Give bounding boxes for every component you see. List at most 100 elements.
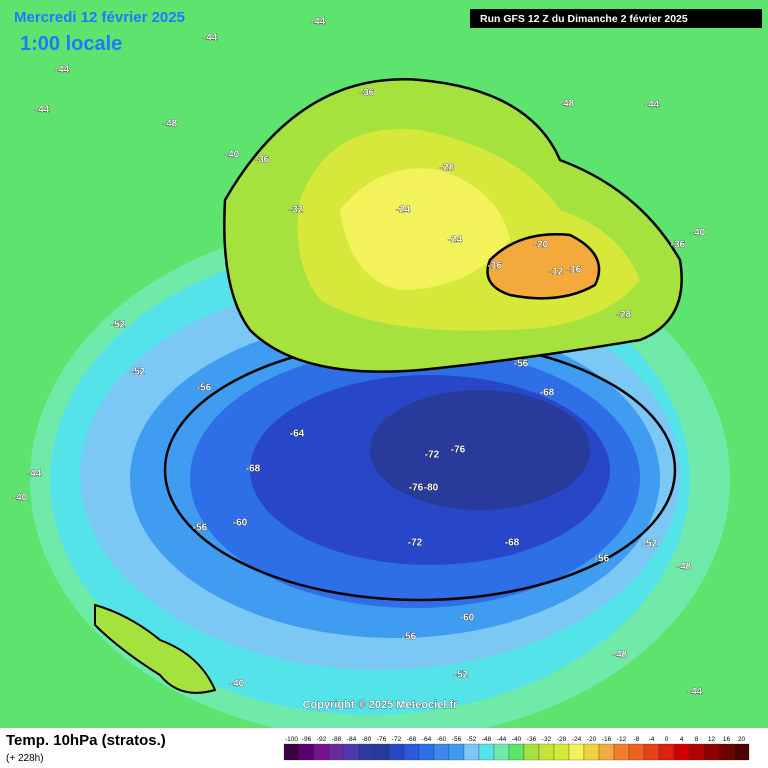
contour-label: -24 <box>396 205 411 216</box>
scale-swatch <box>703 743 720 761</box>
scale-label: -60 <box>437 736 447 743</box>
scale-swatch <box>283 743 300 761</box>
scale-swatch <box>403 743 420 761</box>
scale-label: -56 <box>452 736 462 743</box>
contour-label: -36 <box>255 155 270 166</box>
scale-label: -28 <box>557 736 567 743</box>
contour-label: -36 <box>360 88 375 99</box>
contour-label: -40 <box>13 493 28 504</box>
scale-label: -48 <box>482 736 492 743</box>
scale-swatch <box>358 743 375 761</box>
scale-label: -76 <box>377 736 387 743</box>
contour-label: -80 <box>424 483 439 494</box>
contour-label: -36 <box>671 240 686 251</box>
scale-swatch <box>553 743 570 761</box>
contour-label: -44 <box>311 17 326 28</box>
scale-label: -16 <box>602 736 612 743</box>
contour-label: -60 <box>233 518 248 529</box>
scale-label: -8 <box>634 736 640 743</box>
contour-label: -68 <box>246 464 261 475</box>
scale-swatch <box>388 743 405 761</box>
scale-label: 16 <box>723 736 731 743</box>
contour-label: -44 <box>27 469 42 480</box>
scale-swatch <box>448 743 465 761</box>
footer-lead: (+ 228h) <box>6 753 44 764</box>
contour-label: -20 <box>534 240 549 251</box>
scale-swatch <box>433 743 450 761</box>
scale-swatch <box>538 743 555 761</box>
contour-label: -56 <box>197 383 212 394</box>
contour-label: -32 <box>289 205 304 216</box>
scale-swatch <box>688 743 705 761</box>
contour-label: -28 <box>440 163 455 174</box>
local-time: 1:00 locale <box>20 33 122 55</box>
scale-swatch <box>598 743 615 761</box>
zone-24 <box>340 168 510 290</box>
contour-label: -68 <box>505 538 520 549</box>
zone-16 <box>486 233 601 300</box>
scale-swatch <box>343 743 360 761</box>
run-info: Run GFS 12 Z du Dimanche 2 février 2025 <box>480 13 688 25</box>
contour-label: -44 <box>55 65 70 76</box>
contour-label: -52 <box>643 539 658 550</box>
scale-label: 4 <box>680 736 684 743</box>
scale-swatch <box>718 743 735 761</box>
scale-label: -100 <box>285 736 298 743</box>
scale-label: 12 <box>708 736 716 743</box>
scale-label: 0 <box>665 736 669 743</box>
scale-swatch <box>658 743 675 761</box>
scale-label: -92 <box>317 736 327 743</box>
scale-label: -88 <box>332 736 342 743</box>
contour-label: -40 <box>230 679 245 690</box>
scale-label: -36 <box>527 736 537 743</box>
contour-label: -56 <box>514 359 529 370</box>
contour-labels: -44 -44 -44 -44 -48 -40 -36 -36 -32 -28 -24 -24 -20 -… <box>12 16 706 698</box>
contour-label: -44 <box>35 105 50 116</box>
contour-label: -56 <box>402 632 417 643</box>
scale-swatch <box>418 743 435 761</box>
scale-swatch <box>568 743 585 761</box>
contour-label: -48 <box>163 119 178 130</box>
contour-label: -76 <box>409 483 424 494</box>
scale-swatch <box>478 743 495 761</box>
contour-label: -40 <box>691 228 706 239</box>
contour-label: -28 <box>617 310 632 321</box>
scale-swatch <box>493 743 510 761</box>
contour-label: -68 <box>540 388 555 399</box>
contour-label: -52 <box>111 320 126 331</box>
contour-label: -48 <box>560 99 575 110</box>
scale-swatch <box>298 743 315 761</box>
scale-swatch <box>673 743 690 761</box>
scale-label: -52 <box>467 736 477 743</box>
color-scale: -100 -96 -92 -88 -84 -80 -76 -72 -68 -64 -60 -56 -52… <box>283 736 750 761</box>
contour-label: -16 <box>567 265 582 276</box>
scale-label: -12 <box>617 736 627 743</box>
scale-swatch <box>328 743 345 761</box>
scale-label: -24 <box>572 736 582 743</box>
scale-label: -4 <box>649 736 655 743</box>
contour-label: -56 <box>193 523 208 534</box>
contour-label: -64 <box>290 429 305 440</box>
scale-label: -32 <box>542 736 552 743</box>
scale-swatch <box>628 743 645 761</box>
run-banner <box>470 9 762 28</box>
contour-label: -44 <box>645 100 660 111</box>
scale-swatch <box>733 743 750 761</box>
contour-label: -12 <box>549 267 564 278</box>
contour-label: -48 <box>677 562 692 573</box>
scale-label: -80 <box>362 736 372 743</box>
scale-swatch <box>613 743 630 761</box>
contour-label: -48 <box>613 650 628 661</box>
contour-label: -52 <box>454 670 469 681</box>
scale-swatch <box>508 743 525 761</box>
copyright: Copyright © 2025 Meteociel.fr <box>303 699 459 711</box>
scale-label: 20 <box>738 736 746 743</box>
contour-label: -52 <box>131 367 146 378</box>
contour-label: -44 <box>203 33 218 44</box>
scale-swatch <box>463 743 480 761</box>
scale-swatch <box>373 743 390 761</box>
scale-swatch <box>643 743 660 761</box>
scale-label: -72 <box>392 736 402 743</box>
footer-title: Temp. 10hPa (stratos.) <box>6 732 166 749</box>
